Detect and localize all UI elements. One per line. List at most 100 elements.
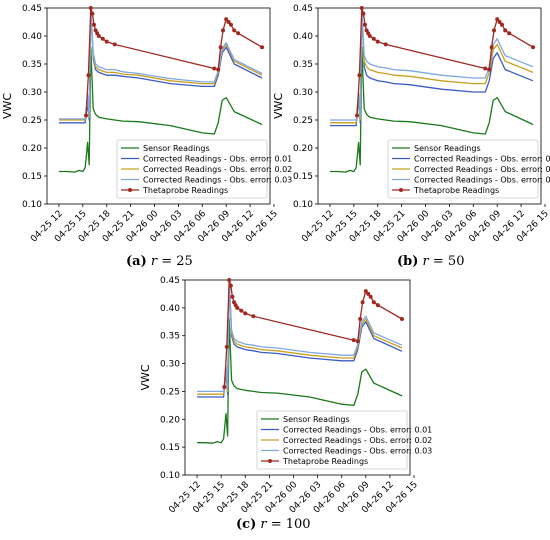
thetaprobe-point-b-9	[375, 39, 380, 44]
y-tick-label-a-6: 0.40	[22, 32, 42, 42]
thetaprobe-point-c-0	[222, 384, 227, 389]
y-tick-label-a-2: 0.20	[22, 144, 42, 154]
y-tick-label-b-3: 0.25	[293, 116, 313, 126]
thetaprobe-point-b-16	[497, 20, 502, 24]
y-tick-label-b-2: 0.20	[293, 144, 313, 154]
caption-a: (a) r = 25	[126, 254, 193, 269]
y-tick-label-a-3: 0.25	[22, 116, 42, 126]
thetaprobe-point-a-2	[88, 6, 93, 10]
y-tick-label-c-7: 0.45	[160, 276, 180, 286]
legend-label-a-4: Thetaprobe Readings	[142, 186, 228, 195]
legend-marker-c-4	[268, 459, 272, 463]
legend-label-c-0: Sensor Readings	[283, 415, 350, 424]
caption-b-label: (b)	[397, 254, 419, 269]
y-tick-label-a-1: 0.15	[22, 172, 42, 182]
legend-label-b-2: Corrected Readings - Obs. error: 0.02	[414, 165, 550, 174]
thetaprobe-point-c-7	[235, 305, 240, 310]
thetaprobe-point-a-18	[232, 28, 237, 33]
caption-c-var: r	[260, 517, 267, 532]
caption-b-var: r	[422, 254, 429, 269]
thetaprobe-point-c-10	[251, 314, 256, 319]
thetaprobe-point-c-16	[366, 291, 371, 296]
thetaprobe-point-a-19	[236, 31, 241, 36]
thetaprobe-point-b-3	[361, 11, 366, 16]
y-tick-label-b-1: 0.15	[293, 172, 313, 182]
thetaprobe-point-c-12	[355, 339, 360, 344]
thetaprobe-point-b-11	[483, 66, 488, 71]
plot-frame-c	[184, 279, 411, 476]
legend-label-a-1: Corrected Readings - Obs. error: 0.01	[143, 155, 292, 164]
y-tick-label-c-5: 0.35	[160, 332, 180, 342]
y-tick-label-c-6: 0.40	[160, 304, 180, 314]
thetaprobe-point-c-19	[375, 303, 380, 308]
y-tick-label-a-4: 0.30	[22, 88, 42, 98]
thetaprobe-point-c-11	[351, 338, 356, 343]
plot-frame-b	[317, 7, 542, 205]
thetaprobe-point-c-3	[228, 283, 233, 288]
series-line-c-3	[197, 279, 403, 393]
thetaprobe-point-b-13	[489, 45, 494, 50]
thetaprobe-point-a-10	[112, 42, 117, 47]
thetaprobe-point-b-7	[367, 34, 372, 38]
thetaprobe-point-c-13	[358, 317, 363, 321]
thetaprobe-point-c-18	[371, 300, 376, 305]
legend-label-c-1: Corrected Readings - Obs. error: 0.01	[283, 426, 432, 435]
thetaprobe-point-b-10	[383, 42, 388, 47]
thetaprobe-point-a-14	[221, 28, 226, 33]
thetaprobe-point-b-19	[507, 31, 512, 36]
y-tick-label-a-5: 0.35	[22, 60, 42, 70]
thetaprobe-point-b-15	[495, 17, 500, 22]
legend-box-c	[256, 410, 408, 470]
y-tick-label-a-0: 0.10	[22, 200, 42, 210]
y-tick-label-c-3: 0.25	[160, 387, 180, 397]
series-line-a-3	[58, 7, 263, 120]
legend-label-b-1: Corrected Readings - Obs. error: 0.01	[414, 155, 550, 164]
thetaprobe-point-c-17	[368, 294, 373, 299]
thetaprobe-point-c-4	[230, 294, 235, 299]
caption-a-eq: = 25	[157, 254, 193, 269]
thetaprobe-point-c-15	[363, 289, 368, 294]
thetaprobe-point-b-2	[359, 6, 364, 10]
thetaprobe-point-a-11	[212, 66, 217, 71]
legend-label-b-0: Sensor Readings	[414, 144, 481, 153]
caption-b-eq: = 50	[428, 254, 465, 269]
thetaprobe-point-c-14	[360, 300, 365, 305]
thetaprobe-point-a-4	[91, 22, 96, 27]
legend-box-a	[116, 139, 268, 199]
thetaprobe-point-a-0	[84, 113, 89, 118]
thetaprobe-point-c-2	[227, 278, 232, 282]
thetaprobe-point-a-3	[90, 11, 95, 16]
y-axis-label-b: VWC	[272, 93, 285, 119]
legend-label-a-0: Sensor Readings	[143, 144, 210, 153]
caption-c-label: (c)	[236, 517, 257, 532]
y-axis-label-a: VWC	[1, 93, 14, 119]
legend-label-a-2: Corrected Readings - Obs. error: 0.02	[143, 165, 292, 174]
y-tick-label-c-1: 0.15	[160, 443, 180, 453]
legend-label-b-3: Corrected Readings - Obs. error: 0.03	[414, 176, 550, 185]
thetaprobe-point-a-8	[100, 36, 105, 41]
legend-marker-a-4	[128, 188, 132, 192]
thetaprobe-point-b-12	[487, 67, 492, 72]
series-line-b-0	[329, 46, 534, 173]
y-tick-label-b-0: 0.10	[293, 200, 313, 210]
thetaprobe-point-a-1	[86, 73, 91, 78]
legend-label-a-3: Corrected Readings - Obs. error: 0.03	[143, 176, 292, 185]
y-tick-label-b-4: 0.30	[293, 88, 313, 98]
legend-label-c-4: Thetaprobe Readings	[282, 457, 368, 466]
thetaprobe-point-a-15	[224, 17, 229, 22]
caption-c-eq: = 100	[266, 517, 311, 532]
thetaprobe-point-a-12	[216, 67, 221, 72]
thetaprobe-point-b-4	[362, 22, 367, 27]
thetaprobe-point-b-17	[499, 22, 504, 27]
y-tick-label-b-5: 0.35	[293, 60, 313, 70]
thetaprobe-point-c-20	[399, 317, 404, 321]
thetaprobe-point-a-9	[104, 39, 109, 44]
thetaprobe-point-a-13	[218, 45, 223, 50]
y-tick-label-a-7: 0.45	[22, 4, 42, 14]
thetaprobe-point-b-14	[492, 28, 497, 33]
thetaprobe-point-b-1	[357, 73, 362, 78]
